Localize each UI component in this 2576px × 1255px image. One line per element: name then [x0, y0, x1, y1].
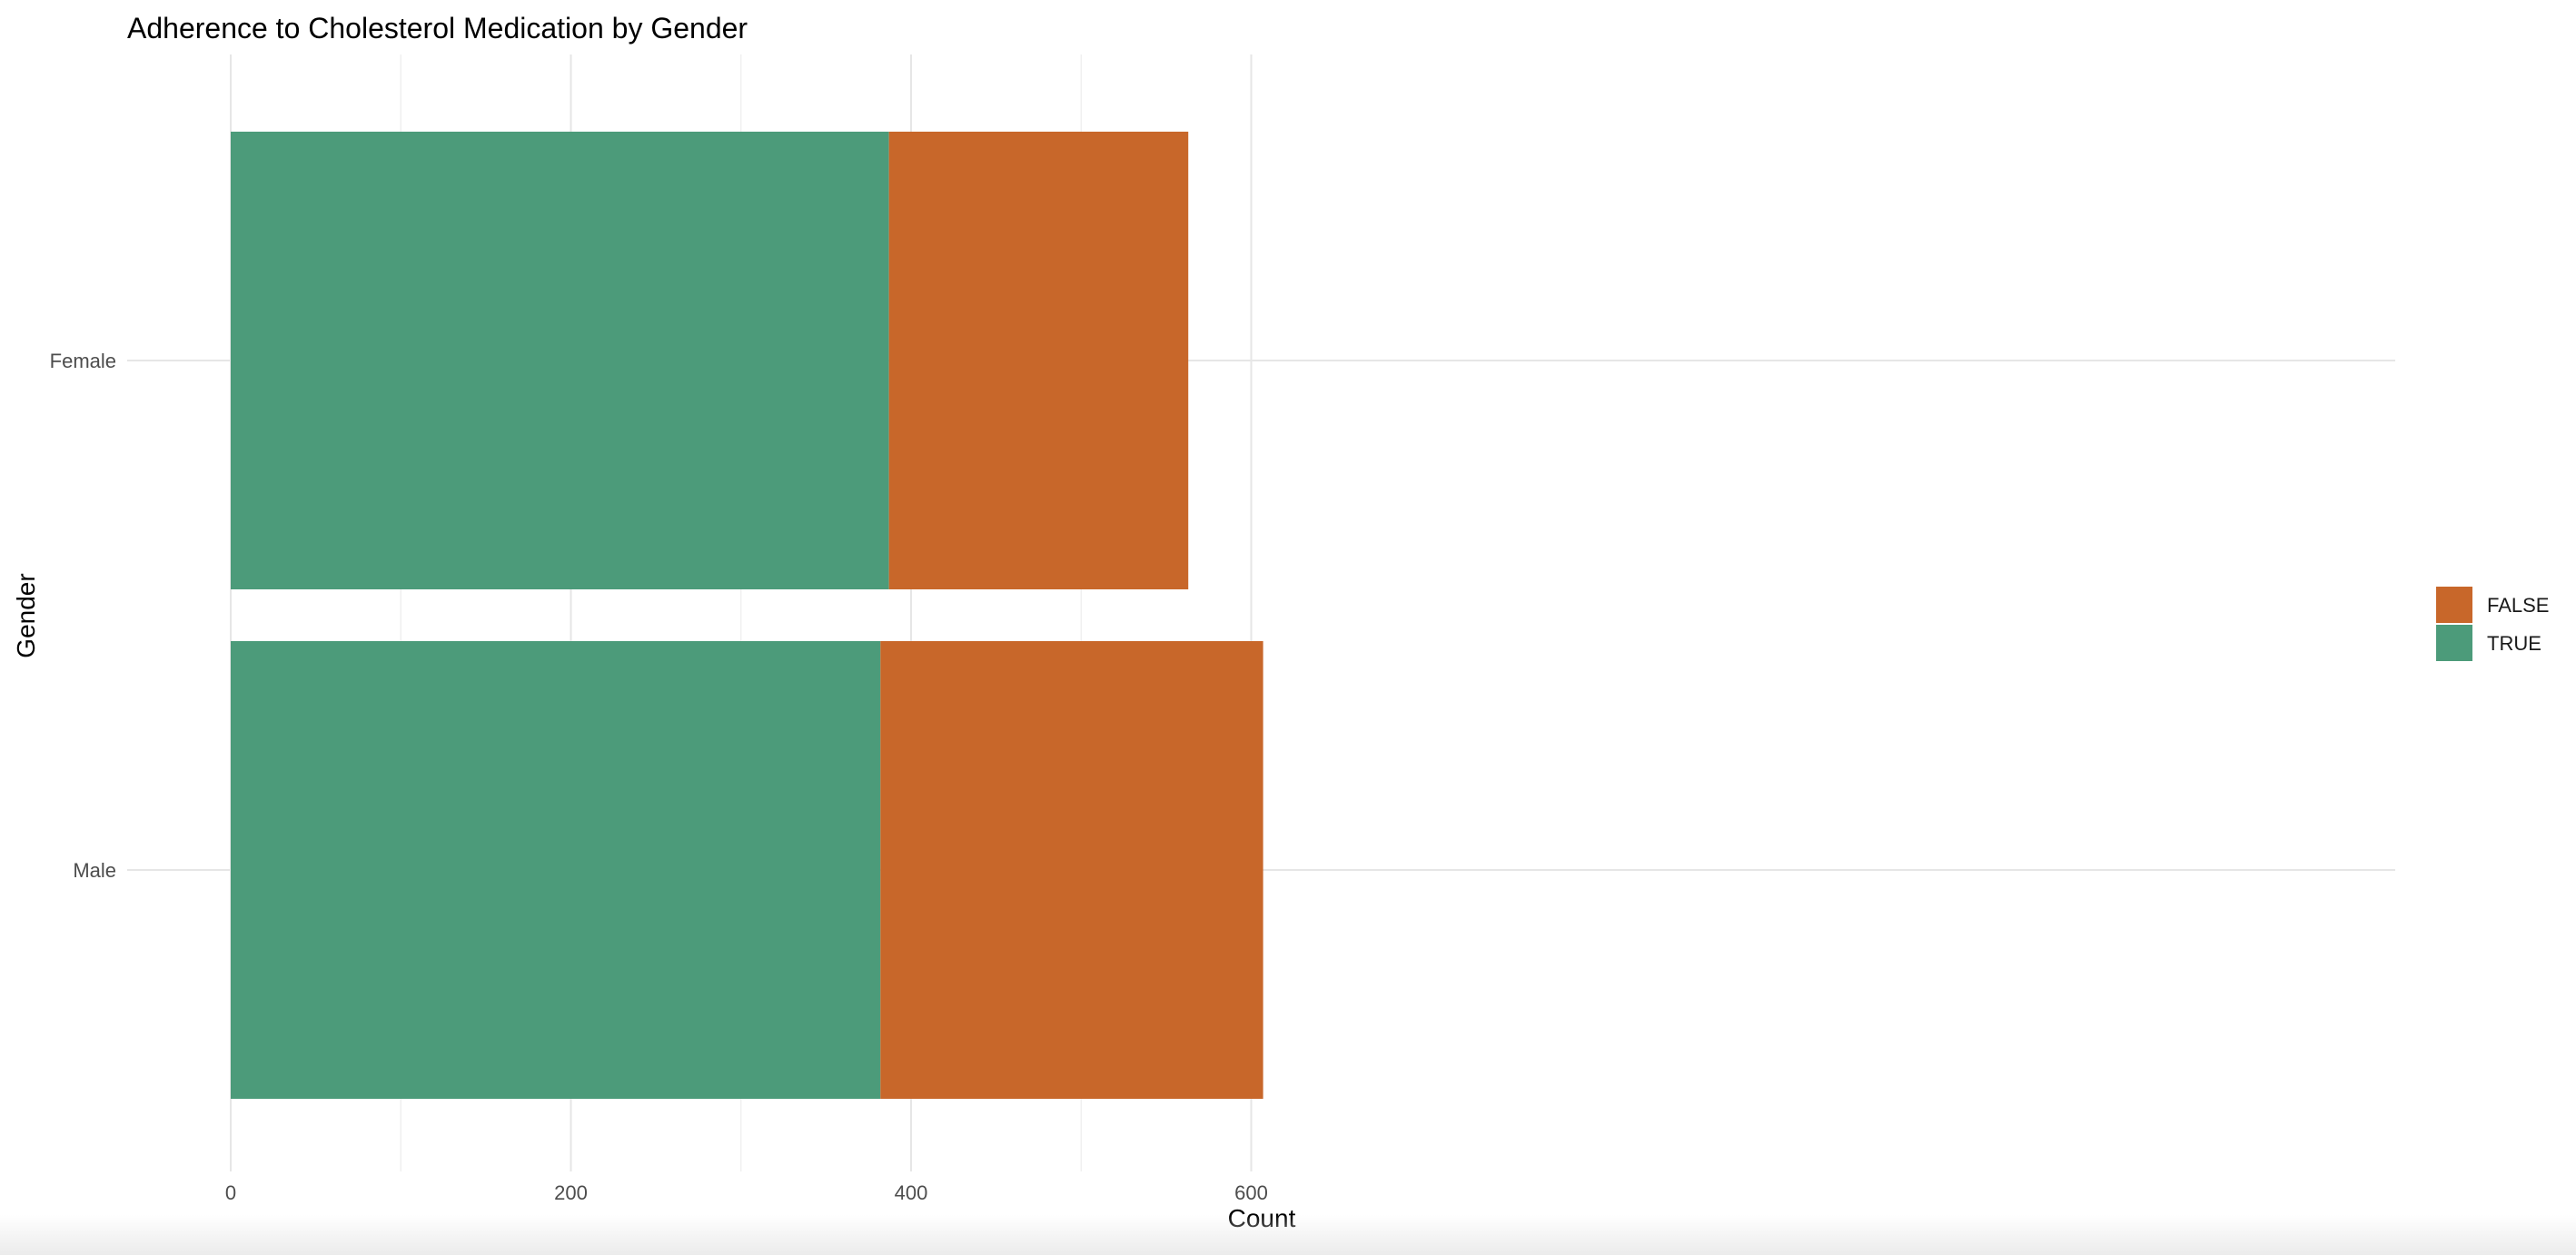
y-tick-label: Female [50, 350, 116, 372]
legend-label-false: FALSE [2487, 594, 2549, 617]
bars-layer [231, 132, 1263, 1099]
bar-female-true [231, 132, 889, 589]
bar-female-false [888, 132, 1189, 589]
x-tick-label: 600 [1234, 1181, 1268, 1204]
x-tick-labels: 0 200 400 600 [225, 1181, 1268, 1204]
legend-label-true: TRUE [2487, 632, 2541, 655]
bar-male-false [880, 641, 1263, 1099]
y-axis-title: Gender [12, 573, 40, 657]
y-tick-label: Male [73, 859, 116, 882]
legend: FALSE TRUE [2436, 587, 2549, 661]
bar-male-true [231, 641, 881, 1099]
bottom-shadow [0, 1215, 2576, 1255]
x-tick-label: 0 [225, 1181, 236, 1204]
x-tick-label: 200 [554, 1181, 588, 1204]
y-tick-labels: Female Male [50, 350, 116, 882]
chart-title: Adherence to Cholesterol Medication by G… [127, 12, 748, 44]
legend-key-true [2436, 625, 2472, 661]
x-tick-label: 400 [895, 1181, 928, 1204]
legend-key-false [2436, 587, 2472, 623]
